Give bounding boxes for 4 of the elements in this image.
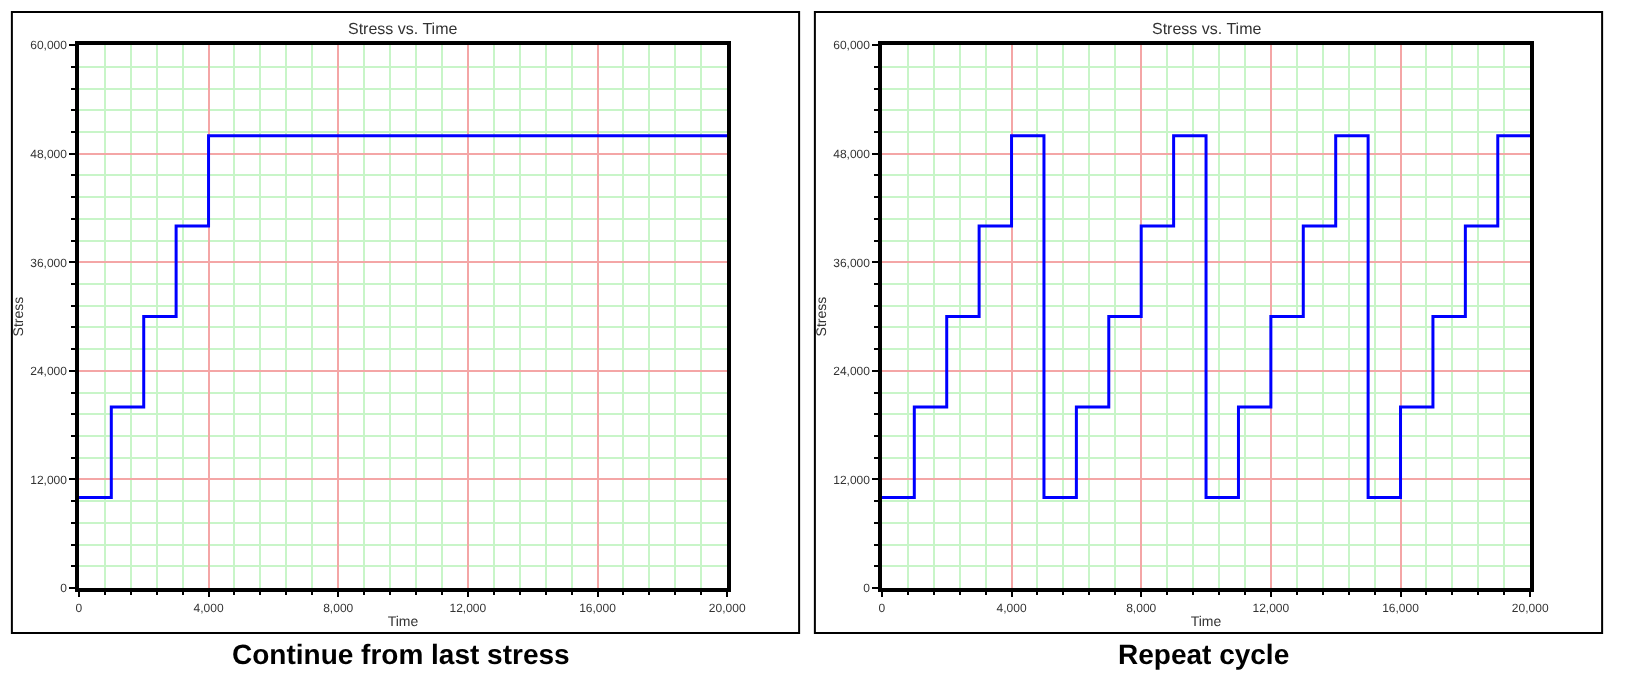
chart-title: Stress vs. Time	[1152, 20, 1263, 38]
text: Repeat cycle	[1118, 638, 1290, 670]
text: Continue from last stress	[232, 638, 571, 670]
chart-title: Stress vs. Time	[348, 20, 459, 38]
